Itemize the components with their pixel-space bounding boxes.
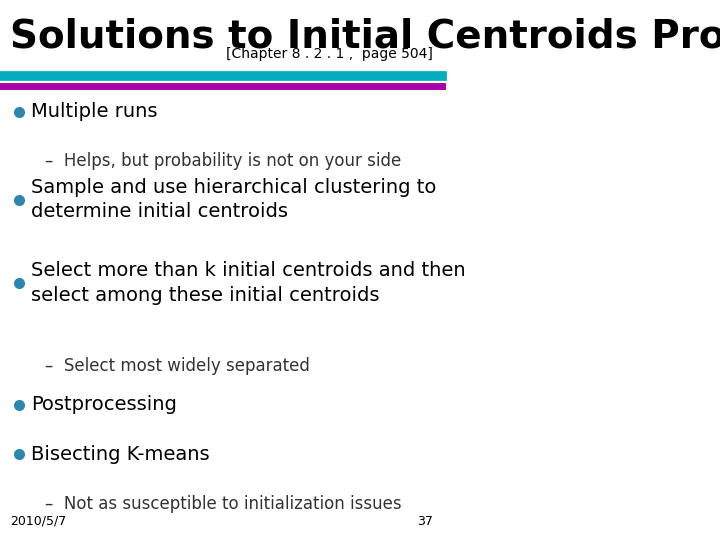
Text: Multiple runs: Multiple runs (32, 102, 158, 121)
Text: Bisecting K-means: Bisecting K-means (32, 445, 210, 464)
Text: –  Helps, but probability is not on your side: – Helps, but probability is not on your … (45, 152, 402, 170)
Text: –  Select most widely separated: – Select most widely separated (45, 357, 310, 375)
Text: –  Not as susceptible to initialization issues: – Not as susceptible to initialization i… (45, 495, 402, 512)
Text: Select more than k initial centroids and then
select among these initial centroi: Select more than k initial centroids and… (32, 261, 466, 305)
Text: 2010/5/7: 2010/5/7 (10, 515, 66, 528)
Text: [Chapter 8 . 2 . 1 ,  page 504]: [Chapter 8 . 2 . 1 , page 504] (226, 47, 433, 61)
Text: Solutions to Initial Centroids Problem: Solutions to Initial Centroids Problem (10, 17, 720, 56)
Text: 37: 37 (417, 515, 433, 528)
Text: Postprocessing: Postprocessing (32, 395, 177, 414)
Text: Sample and use hierarchical clustering to
determine initial centroids: Sample and use hierarchical clustering t… (32, 178, 437, 221)
